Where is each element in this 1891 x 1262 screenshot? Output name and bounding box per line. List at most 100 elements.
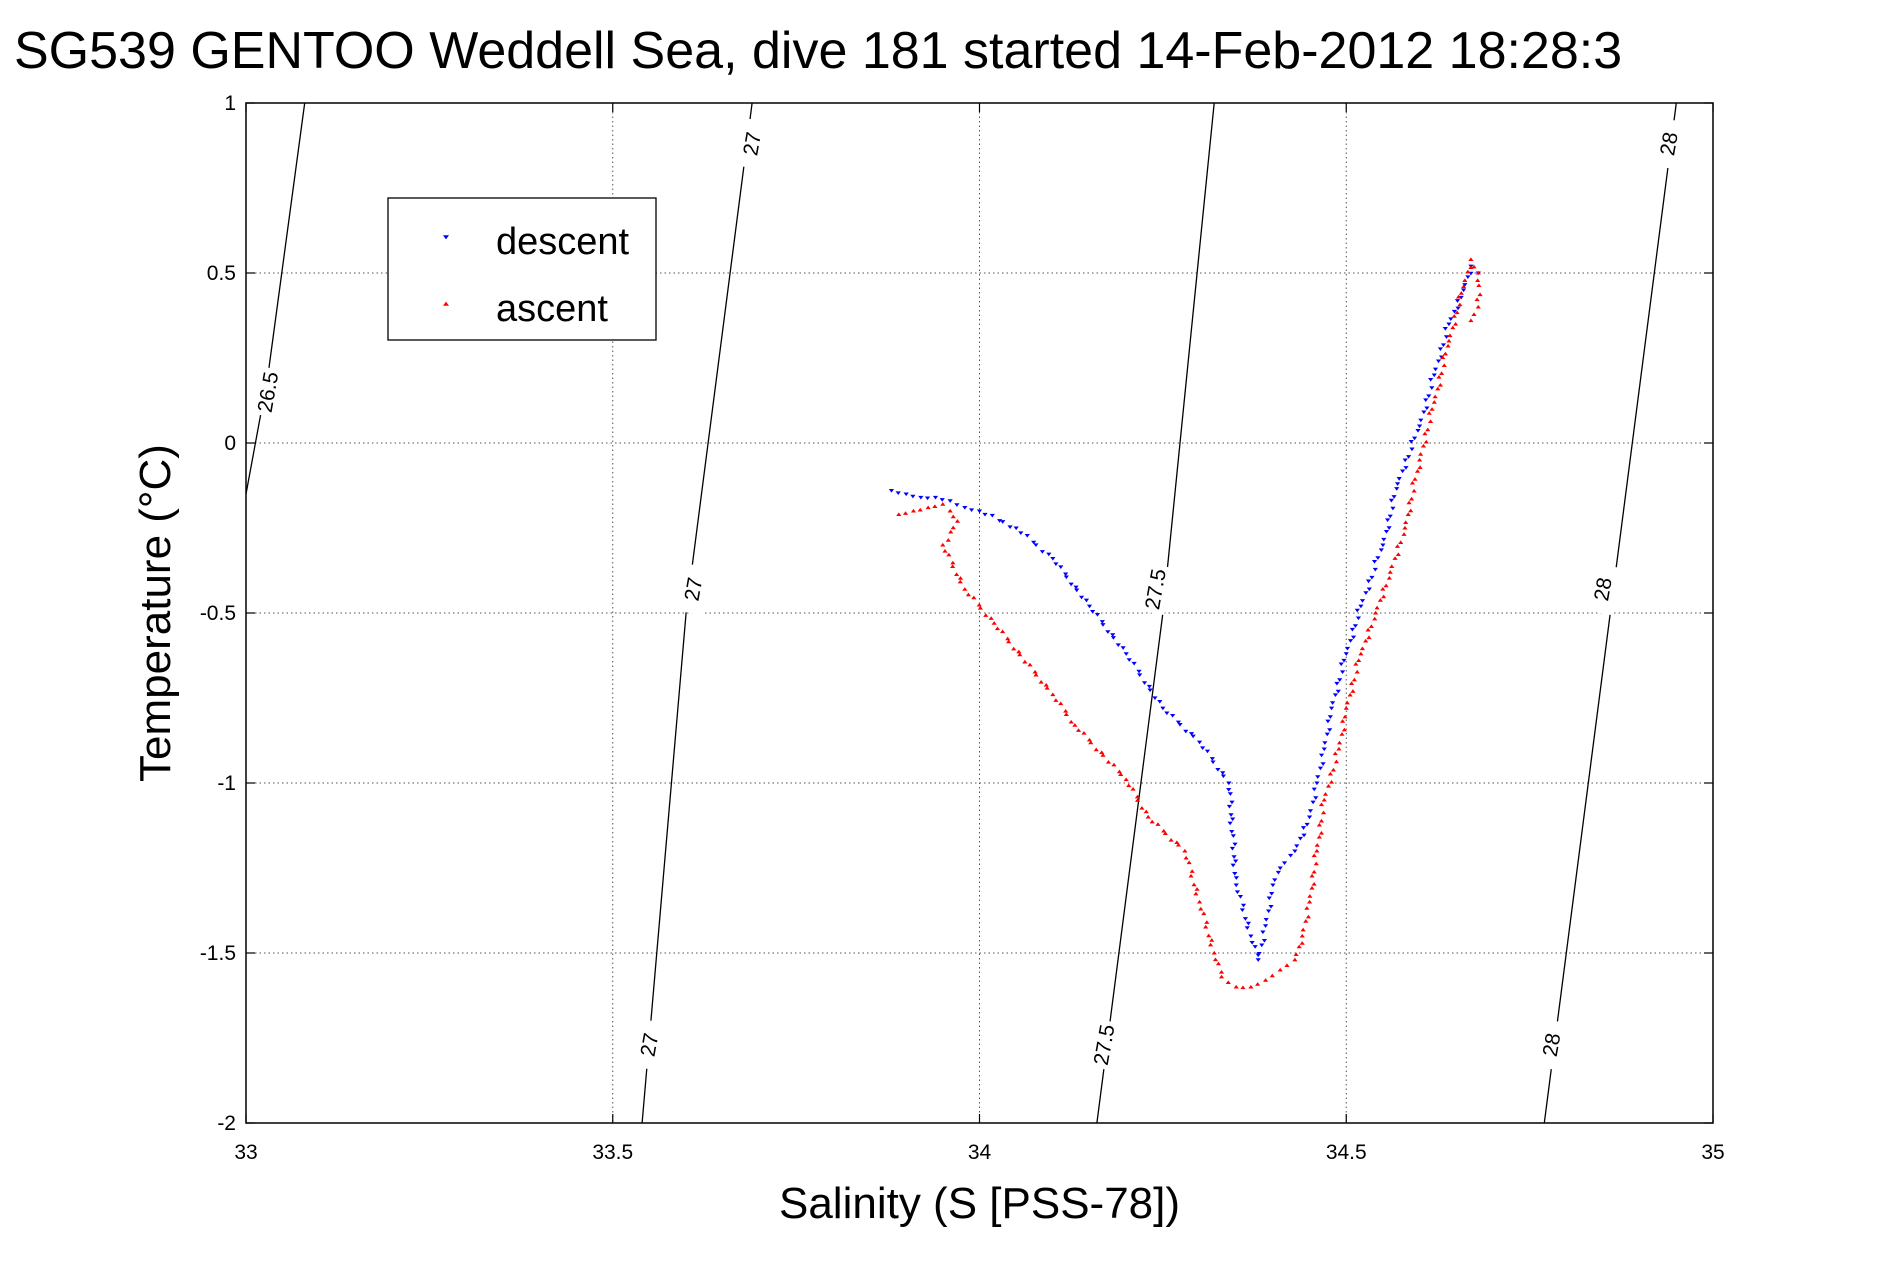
x-tick-label: 33	[234, 1141, 257, 1164]
descent-point	[903, 492, 909, 497]
descent-point	[1078, 595, 1085, 600]
ascent-point	[1406, 500, 1412, 505]
descent-point	[1314, 781, 1320, 786]
descent-point	[1380, 543, 1386, 548]
descent-point	[1294, 844, 1300, 849]
ascent-point	[1453, 321, 1459, 326]
ascent-point	[1304, 906, 1310, 910]
ascent-point	[1093, 747, 1099, 752]
y-tick-label: -2	[217, 1112, 236, 1135]
descent-point	[989, 513, 995, 518]
ascent-point	[1475, 304, 1481, 309]
descent-point	[1391, 495, 1397, 499]
descent-point	[1018, 531, 1024, 536]
descent-point	[1311, 787, 1317, 792]
ascent-point	[1316, 822, 1322, 827]
descent-point	[1024, 533, 1030, 538]
descent-point	[1255, 958, 1261, 962]
ascent-point	[910, 508, 917, 513]
descent-point	[1074, 588, 1080, 593]
descent-point	[1147, 688, 1153, 693]
legend-marker-ascent	[443, 301, 449, 306]
ascent-point	[965, 592, 972, 597]
descent-point	[1266, 896, 1272, 901]
descent-point	[1263, 918, 1269, 922]
ascent-point	[1016, 649, 1022, 654]
descent-point	[1039, 550, 1045, 554]
ascent-point	[1447, 333, 1453, 338]
descent-point	[1335, 689, 1341, 694]
ascent-point	[1343, 706, 1349, 710]
ascent-point	[1174, 840, 1180, 845]
descent-point	[1448, 317, 1454, 322]
ascent-point	[1134, 794, 1141, 799]
ascent-point	[1422, 431, 1428, 436]
ascent-point	[1420, 443, 1427, 448]
isopycnal-line-26.5	[246, 103, 306, 495]
descent-point	[1200, 746, 1206, 750]
ascent-point	[1063, 709, 1069, 713]
descent-point	[1050, 557, 1056, 561]
ascent-point	[1341, 727, 1347, 732]
ascent-point	[1303, 919, 1309, 923]
ascent-point	[1099, 750, 1105, 754]
ascent-point	[1218, 969, 1225, 974]
ascent-point	[1318, 830, 1325, 835]
descent-point	[1363, 591, 1369, 595]
descent-point	[1239, 908, 1245, 912]
ascent-point	[1201, 911, 1207, 916]
ascent-point	[1475, 270, 1481, 275]
ascent-point	[945, 538, 951, 542]
descent-point	[1261, 939, 1268, 943]
ascent-point	[1339, 732, 1345, 736]
descent-point	[932, 495, 939, 500]
ascent-point	[994, 626, 1001, 631]
descent-point	[1252, 945, 1258, 949]
ascent-point	[977, 605, 983, 610]
ascent-point	[902, 511, 909, 515]
ascent-point	[1311, 881, 1317, 886]
ascent-point	[953, 572, 960, 576]
ascent-point	[1218, 974, 1225, 979]
descent-point	[1232, 872, 1238, 876]
ascent-point	[1022, 659, 1028, 664]
ascent-point	[1450, 325, 1456, 330]
ascent-point	[1277, 967, 1283, 972]
ascent-point	[1149, 819, 1155, 824]
ascent-point	[1408, 496, 1415, 501]
contour-label-bg	[1586, 563, 1620, 616]
descent-point	[1313, 796, 1319, 800]
descent-point	[968, 508, 975, 512]
descent-point	[939, 498, 945, 502]
ascent-point	[1314, 843, 1320, 847]
descent-point	[1317, 766, 1324, 771]
ascent-point	[1212, 957, 1219, 962]
ascent-point	[1366, 635, 1372, 640]
ascent-point	[991, 621, 997, 625]
descent-point	[1120, 646, 1126, 650]
y-tick-label: 1	[224, 92, 236, 115]
descent-point	[1063, 572, 1069, 577]
descent-point	[1183, 729, 1189, 734]
y-tick-label: -1.5	[200, 942, 236, 965]
ascent-point	[1161, 828, 1167, 833]
descent-point	[1000, 520, 1006, 524]
ascent-point	[950, 560, 956, 565]
descent-point	[1242, 917, 1248, 921]
descent-point	[1126, 658, 1132, 662]
descent-point	[1307, 809, 1314, 813]
ascent-point	[954, 519, 961, 523]
ascent-point	[1417, 457, 1423, 462]
descent-point	[1190, 734, 1196, 739]
legend-box	[387, 197, 657, 341]
descent-point	[997, 519, 1003, 523]
ascent-point	[1322, 792, 1329, 796]
ascent-point	[1342, 714, 1348, 719]
contour-label: 28	[1590, 576, 1617, 603]
legend-label-ascent: ascent	[496, 288, 608, 330]
ascent-point	[1386, 575, 1392, 580]
ascent-point	[1411, 488, 1417, 493]
descent-point	[1209, 757, 1215, 761]
ascent-point	[1309, 873, 1315, 878]
ascent-point	[932, 504, 938, 509]
